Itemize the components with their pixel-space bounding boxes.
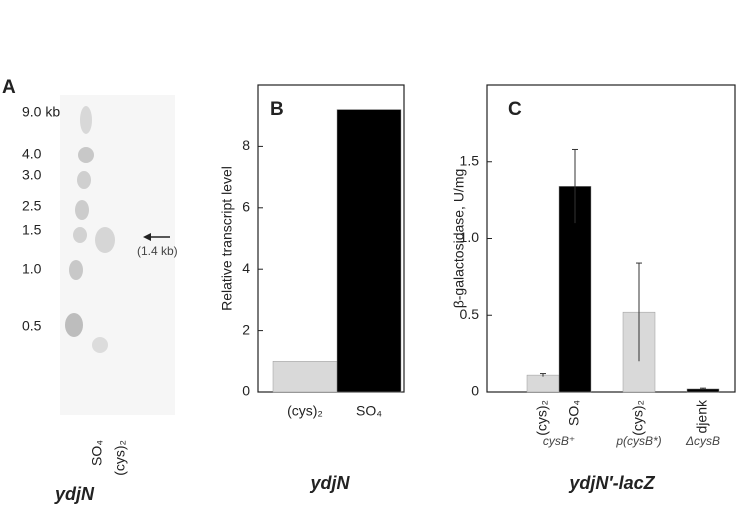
x-tick-label: djenk bbox=[694, 399, 710, 433]
group-label: p(cysB*) bbox=[615, 434, 661, 448]
sample-band bbox=[92, 337, 108, 353]
y-tick-label: 6 bbox=[242, 199, 250, 215]
ladder-label: 4.0 bbox=[22, 146, 42, 162]
group-label: cysB⁺ bbox=[543, 434, 575, 448]
y-tick-label: 1.5 bbox=[460, 152, 480, 168]
ladder-label: 1.5 bbox=[22, 222, 42, 238]
panel-label: B bbox=[270, 99, 284, 120]
y-tick-label: 0.5 bbox=[460, 306, 480, 322]
ladder-band bbox=[78, 147, 94, 163]
ladder-label: 3.0 bbox=[22, 167, 42, 183]
y-tick-label: 4 bbox=[242, 260, 250, 276]
bar bbox=[336, 109, 402, 393]
x-tick-label: (cys)₂ bbox=[287, 403, 323, 419]
y-tick-label: 8 bbox=[242, 137, 250, 153]
gene-label: ydjN bbox=[309, 473, 350, 493]
y-axis-label: β-galactosidase, U/mg bbox=[451, 169, 467, 309]
gel-background bbox=[60, 95, 175, 415]
y-tick-label: 1.0 bbox=[460, 229, 480, 245]
x-tick-label: SO₄ bbox=[566, 400, 582, 426]
x-tick-label: (cys)₂ bbox=[534, 400, 550, 436]
ladder-band bbox=[69, 260, 83, 280]
plot-frame bbox=[486, 84, 736, 393]
group-label: ΔcysB bbox=[685, 434, 720, 448]
arrow-head bbox=[143, 233, 151, 241]
ladder-band bbox=[65, 313, 83, 337]
ladder-band bbox=[77, 171, 91, 189]
ladder-label: 1.0 bbox=[22, 261, 42, 277]
panel-label: C bbox=[508, 99, 522, 120]
bar bbox=[272, 361, 338, 393]
bar bbox=[526, 374, 560, 393]
gene-label: ydjN′-lacZ bbox=[568, 473, 655, 493]
y-tick-label: 2 bbox=[242, 321, 250, 337]
gel: A (1.4 kb) ydjN bbox=[2, 77, 178, 504]
y-tick-label: 0 bbox=[471, 383, 479, 399]
ladder-band bbox=[80, 106, 92, 134]
panel-label: A bbox=[2, 77, 16, 98]
lane-label: SO₄ bbox=[89, 440, 105, 466]
ladder-band bbox=[75, 200, 89, 220]
ladder-label: 9.0 kb bbox=[22, 104, 60, 120]
band-label: (1.4 kb) bbox=[137, 244, 178, 258]
lane-label: (cys)₂ bbox=[112, 440, 128, 476]
y-axis-label: Relative transcript level bbox=[219, 166, 235, 311]
x-tick-label: SO₄ bbox=[356, 403, 382, 419]
gene-label: ydjN bbox=[54, 484, 95, 504]
ladder-band bbox=[73, 227, 87, 243]
y-tick-label: 0 bbox=[242, 383, 250, 399]
x-tick-label: (cys)₂ bbox=[630, 400, 646, 436]
ladder-label: 2.5 bbox=[22, 198, 42, 214]
ladder-label: 0.5 bbox=[22, 318, 42, 334]
sample-band bbox=[95, 227, 115, 253]
